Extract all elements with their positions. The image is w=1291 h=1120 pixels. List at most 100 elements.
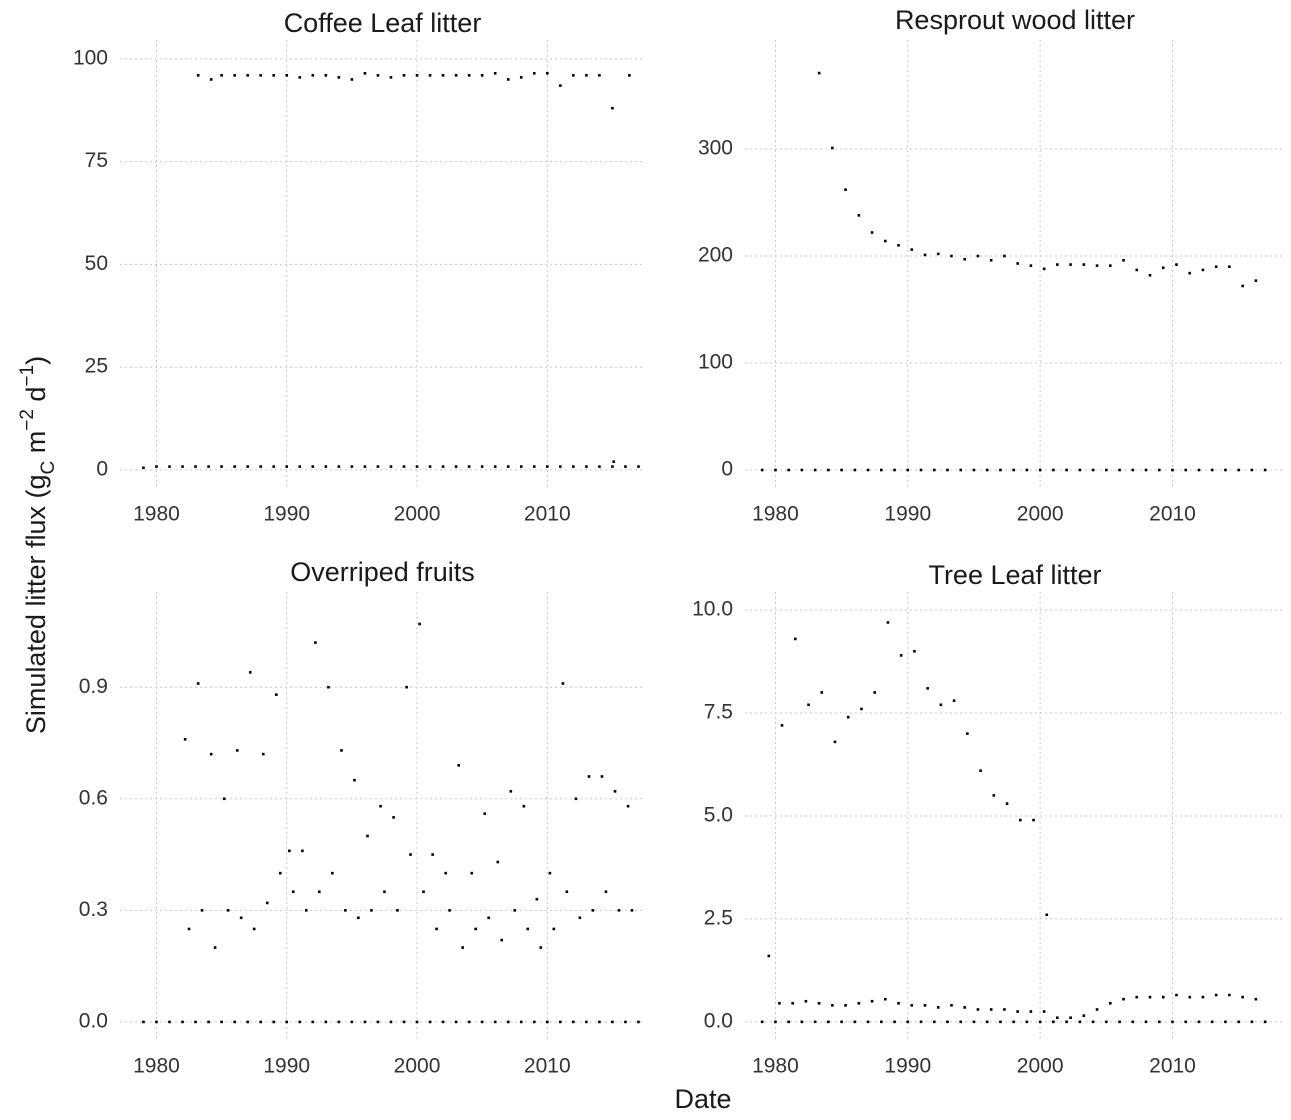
point [574, 797, 578, 801]
point [487, 916, 490, 920]
point [389, 1020, 393, 1024]
point [910, 1004, 914, 1007]
point [906, 468, 910, 472]
point [233, 465, 236, 468]
point [363, 1020, 367, 1024]
y-tick-label: 0 [96, 457, 108, 480]
point [1263, 468, 1267, 472]
point [444, 871, 447, 875]
point [1175, 993, 1178, 997]
y-tick-label: 300 [698, 137, 733, 160]
point [1254, 997, 1258, 1001]
panel-title: Coffee Leaf litter [284, 8, 482, 38]
point [1108, 1001, 1112, 1005]
point [774, 468, 777, 472]
point [611, 465, 614, 468]
point [989, 258, 993, 262]
point [311, 465, 315, 468]
point [831, 1004, 834, 1007]
x-tick-label: 2010 [524, 1055, 571, 1078]
point [327, 685, 330, 689]
y-label-part: Simulated litter flux (g [21, 475, 51, 735]
point [624, 1020, 627, 1024]
point [181, 465, 184, 468]
point [628, 74, 631, 77]
point [220, 1020, 223, 1024]
point [587, 775, 591, 778]
point [457, 764, 461, 767]
point [883, 997, 887, 1001]
point [787, 1020, 790, 1024]
point [952, 699, 956, 702]
point [1188, 995, 1192, 999]
point [389, 76, 393, 79]
point [936, 252, 940, 256]
point [1078, 1020, 1082, 1024]
point [1254, 279, 1258, 282]
point [1095, 264, 1099, 267]
point [344, 909, 347, 912]
point [760, 468, 764, 472]
point [311, 74, 315, 77]
point [585, 465, 588, 468]
y-label-part: m [21, 431, 51, 461]
point [626, 804, 630, 808]
y-tick-label: 0.3 [79, 898, 108, 921]
point [422, 890, 425, 894]
point [897, 244, 900, 247]
point [1201, 268, 1205, 272]
point [604, 890, 608, 894]
point [415, 1020, 419, 1024]
point [496, 860, 500, 864]
point [853, 1020, 857, 1024]
point [246, 74, 249, 77]
point [259, 465, 262, 468]
point [532, 465, 536, 468]
point [545, 465, 549, 468]
point [337, 76, 341, 79]
y-tick-label: 50 [85, 252, 108, 275]
point [1237, 1020, 1240, 1024]
point [461, 946, 464, 949]
point [1135, 995, 1139, 999]
point [910, 248, 914, 251]
point [301, 849, 304, 853]
point [976, 254, 980, 258]
point [1197, 468, 1201, 472]
point [246, 465, 249, 468]
point [311, 1020, 315, 1024]
point [985, 468, 989, 472]
point [522, 804, 526, 808]
point [363, 71, 367, 75]
point [396, 909, 399, 912]
point [392, 816, 395, 819]
point [239, 916, 243, 920]
point [972, 468, 976, 472]
point [1091, 1020, 1095, 1024]
point [1082, 263, 1086, 266]
point [1045, 913, 1049, 917]
point [324, 1020, 328, 1024]
point [873, 691, 877, 694]
point [1214, 993, 1218, 997]
point [539, 946, 543, 949]
point [999, 468, 1002, 472]
point [448, 909, 451, 912]
point [950, 1004, 953, 1007]
point [467, 74, 471, 77]
point [1131, 468, 1135, 472]
point [272, 1020, 276, 1024]
point [637, 465, 640, 468]
point [1122, 997, 1125, 1001]
y-tick-label: 0.9 [79, 675, 108, 698]
point [591, 909, 595, 912]
point [893, 468, 896, 472]
point [233, 74, 236, 77]
point [483, 812, 487, 815]
panel-title: Tree Leaf litter [928, 560, 1101, 590]
point [1038, 1020, 1042, 1024]
point [314, 641, 317, 644]
point [1197, 1020, 1201, 1024]
point [617, 909, 621, 912]
point [1065, 468, 1068, 472]
